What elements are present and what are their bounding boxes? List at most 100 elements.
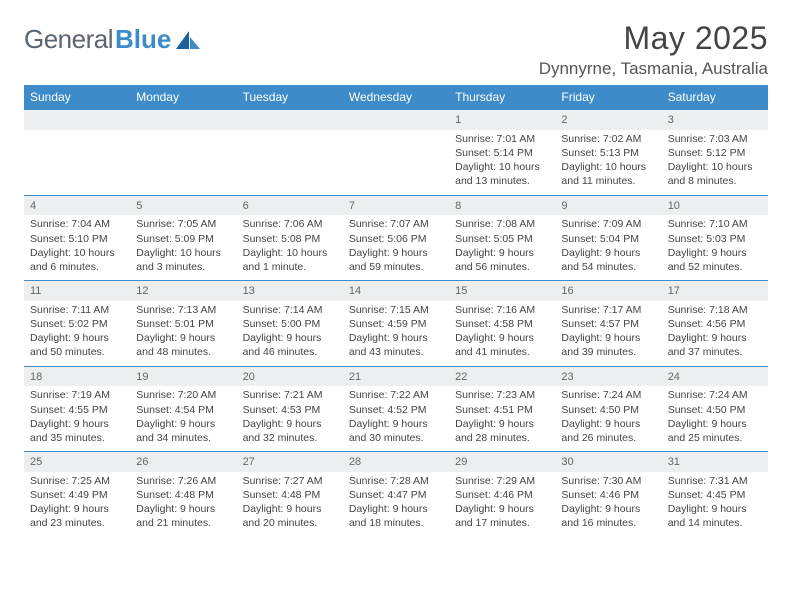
daylight-text: Daylight: 9 hours and 46 minutes. bbox=[243, 331, 337, 359]
sunrise-text: Sunrise: 7:05 AM bbox=[136, 217, 230, 231]
day-info: Sunrise: 7:08 AMSunset: 5:05 PMDaylight:… bbox=[449, 215, 555, 280]
daylight-text: Daylight: 9 hours and 37 minutes. bbox=[668, 331, 762, 359]
day-number: 8 bbox=[449, 196, 555, 216]
sunrise-text: Sunrise: 7:09 AM bbox=[561, 217, 655, 231]
day-info: Sunrise: 7:24 AMSunset: 4:50 PMDaylight:… bbox=[555, 386, 661, 451]
sunset-text: Sunset: 4:52 PM bbox=[349, 403, 443, 417]
day-number: 9 bbox=[555, 196, 661, 216]
sunrise-text: Sunrise: 7:18 AM bbox=[668, 303, 762, 317]
brand-logo: GeneralBlue bbox=[24, 20, 201, 55]
sunset-text: Sunset: 5:14 PM bbox=[455, 146, 549, 160]
week-info-row: Sunrise: 7:01 AMSunset: 5:14 PMDaylight:… bbox=[24, 130, 768, 195]
sunset-text: Sunset: 4:48 PM bbox=[136, 488, 230, 502]
daylight-text: Daylight: 10 hours and 8 minutes. bbox=[668, 160, 762, 188]
daylight-text: Daylight: 9 hours and 56 minutes. bbox=[455, 246, 549, 274]
day-info: Sunrise: 7:18 AMSunset: 4:56 PMDaylight:… bbox=[662, 301, 768, 366]
sunset-text: Sunset: 4:47 PM bbox=[349, 488, 443, 502]
daylight-text: Daylight: 9 hours and 39 minutes. bbox=[561, 331, 655, 359]
day-number: 28 bbox=[343, 452, 449, 472]
sunset-text: Sunset: 4:53 PM bbox=[243, 403, 337, 417]
sunrise-text: Sunrise: 7:27 AM bbox=[243, 474, 337, 488]
day-info: Sunrise: 7:20 AMSunset: 4:54 PMDaylight:… bbox=[130, 386, 236, 451]
daylight-text: Daylight: 9 hours and 34 minutes. bbox=[136, 417, 230, 445]
day-number: 26 bbox=[130, 452, 236, 472]
sunrise-text: Sunrise: 7:07 AM bbox=[349, 217, 443, 231]
day-info: Sunrise: 7:24 AMSunset: 4:50 PMDaylight:… bbox=[662, 386, 768, 451]
day-header: Sunday bbox=[24, 85, 130, 110]
day-number: 12 bbox=[130, 281, 236, 301]
sunset-text: Sunset: 5:00 PM bbox=[243, 317, 337, 331]
week-info-row: Sunrise: 7:04 AMSunset: 5:10 PMDaylight:… bbox=[24, 215, 768, 280]
day-number bbox=[24, 110, 130, 126]
day-info: Sunrise: 7:07 AMSunset: 5:06 PMDaylight:… bbox=[343, 215, 449, 280]
day-info bbox=[237, 130, 343, 186]
sunset-text: Sunset: 5:08 PM bbox=[243, 232, 337, 246]
sunrise-text: Sunrise: 7:31 AM bbox=[668, 474, 762, 488]
daylight-text: Daylight: 9 hours and 16 minutes. bbox=[561, 502, 655, 530]
daylight-text: Daylight: 9 hours and 28 minutes. bbox=[455, 417, 549, 445]
week-daynum-row: 18192021222324 bbox=[24, 366, 768, 386]
sunrise-text: Sunrise: 7:24 AM bbox=[668, 388, 762, 402]
day-number: 5 bbox=[130, 196, 236, 216]
day-number: 17 bbox=[662, 281, 768, 301]
sunrise-text: Sunrise: 7:20 AM bbox=[136, 388, 230, 402]
day-number: 30 bbox=[555, 452, 661, 472]
day-info: Sunrise: 7:05 AMSunset: 5:09 PMDaylight:… bbox=[130, 215, 236, 280]
sunset-text: Sunset: 5:06 PM bbox=[349, 232, 443, 246]
day-info: Sunrise: 7:10 AMSunset: 5:03 PMDaylight:… bbox=[662, 215, 768, 280]
sunrise-text: Sunrise: 7:28 AM bbox=[349, 474, 443, 488]
week-daynum-row: 25262728293031 bbox=[24, 452, 768, 472]
daylight-text: Daylight: 9 hours and 52 minutes. bbox=[668, 246, 762, 274]
daylight-text: Daylight: 9 hours and 25 minutes. bbox=[668, 417, 762, 445]
sunset-text: Sunset: 4:46 PM bbox=[455, 488, 549, 502]
month-title: May 2025 bbox=[539, 20, 768, 57]
day-number: 20 bbox=[237, 367, 343, 387]
day-number: 10 bbox=[662, 196, 768, 216]
week-info-row: Sunrise: 7:19 AMSunset: 4:55 PMDaylight:… bbox=[24, 386, 768, 451]
sunset-text: Sunset: 4:45 PM bbox=[668, 488, 762, 502]
day-number: 21 bbox=[343, 367, 449, 387]
sunset-text: Sunset: 4:57 PM bbox=[561, 317, 655, 331]
day-number: 1 bbox=[449, 110, 555, 130]
daylight-text: Daylight: 9 hours and 43 minutes. bbox=[349, 331, 443, 359]
sail-icon bbox=[175, 29, 201, 51]
sunrise-text: Sunrise: 7:14 AM bbox=[243, 303, 337, 317]
day-number: 29 bbox=[449, 452, 555, 472]
daylight-text: Daylight: 9 hours and 54 minutes. bbox=[561, 246, 655, 274]
sunset-text: Sunset: 4:50 PM bbox=[561, 403, 655, 417]
week-daynum-row: 45678910 bbox=[24, 195, 768, 215]
sunset-text: Sunset: 5:09 PM bbox=[136, 232, 230, 246]
daylight-text: Daylight: 9 hours and 21 minutes. bbox=[136, 502, 230, 530]
sunset-text: Sunset: 4:56 PM bbox=[668, 317, 762, 331]
day-number bbox=[343, 110, 449, 126]
day-header: Monday bbox=[130, 85, 236, 110]
day-header: Wednesday bbox=[343, 85, 449, 110]
daylight-text: Daylight: 9 hours and 30 minutes. bbox=[349, 417, 443, 445]
day-number: 4 bbox=[24, 196, 130, 216]
day-info: Sunrise: 7:11 AMSunset: 5:02 PMDaylight:… bbox=[24, 301, 130, 366]
day-number: 11 bbox=[24, 281, 130, 301]
day-info bbox=[24, 130, 130, 186]
sunrise-text: Sunrise: 7:17 AM bbox=[561, 303, 655, 317]
daylight-text: Daylight: 9 hours and 26 minutes. bbox=[561, 417, 655, 445]
day-number: 23 bbox=[555, 367, 661, 387]
day-info: Sunrise: 7:04 AMSunset: 5:10 PMDaylight:… bbox=[24, 215, 130, 280]
daylight-text: Daylight: 10 hours and 3 minutes. bbox=[136, 246, 230, 274]
sunset-text: Sunset: 4:51 PM bbox=[455, 403, 549, 417]
sunrise-text: Sunrise: 7:03 AM bbox=[668, 132, 762, 146]
week-daynum-row: 123 bbox=[24, 110, 768, 130]
daylight-text: Daylight: 10 hours and 1 minute. bbox=[243, 246, 337, 274]
day-number: 3 bbox=[662, 110, 768, 130]
day-info: Sunrise: 7:01 AMSunset: 5:14 PMDaylight:… bbox=[449, 130, 555, 195]
sunrise-text: Sunrise: 7:13 AM bbox=[136, 303, 230, 317]
day-number: 18 bbox=[24, 367, 130, 387]
sunset-text: Sunset: 4:59 PM bbox=[349, 317, 443, 331]
sunset-text: Sunset: 4:49 PM bbox=[30, 488, 124, 502]
sunrise-text: Sunrise: 7:16 AM bbox=[455, 303, 549, 317]
daylight-text: Daylight: 9 hours and 14 minutes. bbox=[668, 502, 762, 530]
day-number: 31 bbox=[662, 452, 768, 472]
day-number: 19 bbox=[130, 367, 236, 387]
sunset-text: Sunset: 5:03 PM bbox=[668, 232, 762, 246]
sunrise-text: Sunrise: 7:19 AM bbox=[30, 388, 124, 402]
sunset-text: Sunset: 5:12 PM bbox=[668, 146, 762, 160]
